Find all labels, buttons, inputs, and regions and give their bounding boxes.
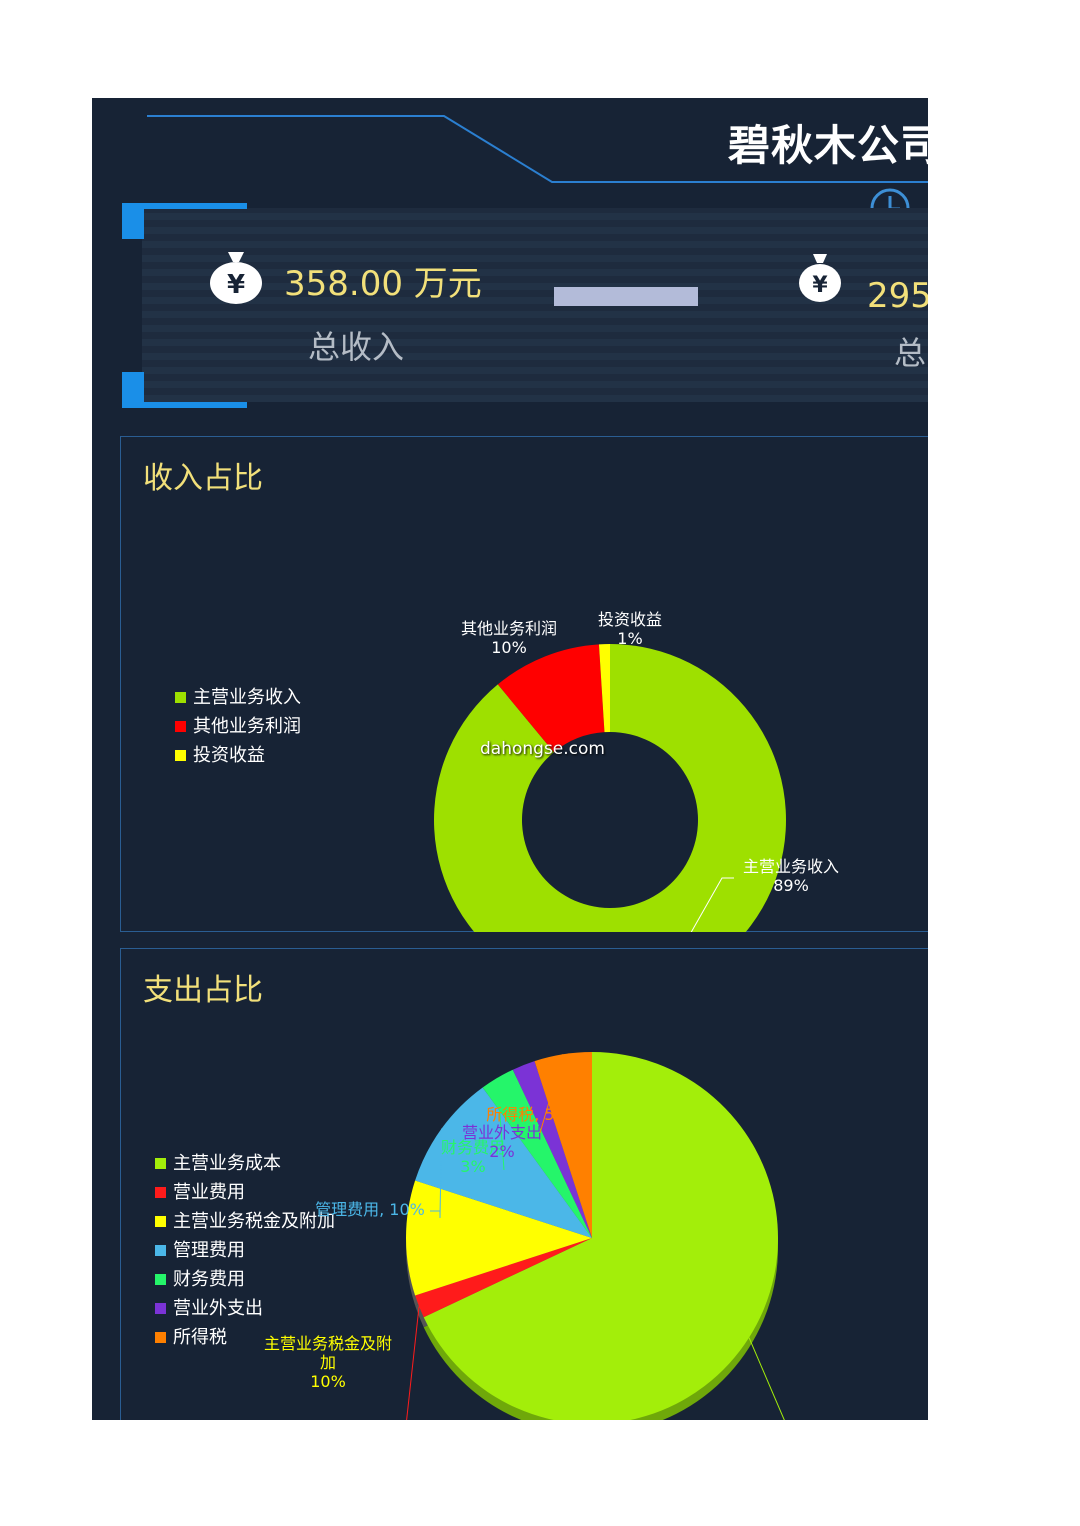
expense-slice-label: 主营业务税金及附 — [264, 1334, 392, 1353]
expense-slice-label: 财务费用 — [441, 1138, 505, 1157]
header-decoration — [147, 115, 928, 183]
legend-label: 投资收益 — [193, 745, 265, 766]
expense-legend-item[interactable]: 营业费用 — [155, 1178, 335, 1207]
income-slice-0[interactable] — [434, 644, 786, 932]
income-legend-item[interactable]: 主营业务收入 — [175, 683, 301, 712]
income-slice-label: 10% — [491, 638, 527, 657]
legend-label: 所得税 — [173, 1327, 227, 1348]
expense-legend: 主营业务成本 营业费用主营业务税金及附加 管理费用财务费用营业外支出所得税 — [155, 1149, 335, 1352]
income-legend-item[interactable]: 其他业务利润 — [175, 712, 301, 741]
legend-swatch — [155, 1158, 166, 1169]
kpi-strip — [142, 208, 928, 402]
legend-label: 主营业务收入 — [193, 687, 301, 708]
separator-bar — [554, 287, 698, 306]
expense-legend-item[interactable]: 财务费用 — [155, 1265, 335, 1294]
expense-label-line — [430, 1128, 443, 1219]
bracket-corner — [122, 402, 247, 408]
kpi-total-income-label: 总收入 — [308, 328, 405, 366]
legend-label: 主营业务税金及附加 — [173, 1211, 335, 1232]
legend-swatch — [155, 1187, 166, 1198]
income-panel: 收入占比 主营业务收入 其他业务利润 投资收益 — [120, 436, 928, 932]
expense-label-line — [406, 1306, 420, 1420]
expense-legend-item[interactable]: 所得税 — [155, 1323, 335, 1352]
money-bag-yuan-icon: ¥ — [799, 254, 841, 302]
legend-swatch — [155, 1332, 166, 1343]
legend-swatch — [155, 1216, 166, 1227]
expense-chart-title: 支出占比 — [143, 973, 263, 1008]
page-title: 碧秋木公司 — [728, 121, 928, 170]
bracket-corner — [122, 203, 247, 209]
kpi-total-expense-value: 295. — [867, 276, 928, 316]
legend-swatch — [155, 1274, 166, 1285]
kpi-total-expense-label: 总 — [894, 334, 927, 372]
expense-slice-0[interactable] — [423, 1052, 778, 1420]
income-slice-label: 投资收益 — [598, 610, 662, 629]
money-bag-yuan-icon: ¥ — [210, 252, 262, 304]
legend-label: 管理费用 — [173, 1240, 245, 1261]
expense-slice-label: 3% — [460, 1157, 485, 1176]
legend-label: 营业费用 — [173, 1182, 245, 1203]
income-legend-item[interactable]: 投资收益 — [175, 741, 301, 770]
expense-slice-1[interactable] — [415, 1238, 592, 1318]
expense-slice-4[interactable] — [482, 1069, 592, 1238]
bracket-corner — [122, 372, 144, 408]
expense-slice-label: 加 — [320, 1353, 336, 1372]
legend-swatch — [175, 721, 186, 732]
income-slice-1[interactable] — [497, 644, 605, 753]
income-slice-label: 主营业务收入 — [743, 857, 839, 876]
expense-legend-item[interactable]: 管理费用 — [155, 1236, 335, 1265]
income-slice-label: 89% — [773, 876, 809, 895]
legend-label: 主营业务成本 — [173, 1153, 281, 1174]
expense-legend-item[interactable]: 主营业务成本 — [155, 1149, 335, 1178]
income-slice-2[interactable] — [598, 644, 610, 733]
expense-legend-item[interactable]: 主营业务税金及附加 — [155, 1207, 335, 1236]
income-slice-label: 其他业务利润 — [461, 619, 557, 638]
legend-swatch — [175, 692, 186, 703]
svg-text:¥: ¥ — [812, 273, 828, 298]
expense-panel: 支出占比 主营业务成本 营业费用 主营业务税金及附加 管理费用 财务费用 营业外支出 所得税 — [120, 948, 928, 1420]
expense-label-line — [496, 1077, 505, 1171]
kpi-total-income-value: 358.00 万元 — [284, 264, 482, 304]
legend-swatch — [155, 1245, 166, 1256]
dashboard: 碧秋木公司 ¥ 358.00 万元 总收入 ¥ 295. 总 收入占比 主营业务… — [92, 98, 928, 1420]
income-label-line — [690, 877, 734, 932]
expense-slice-5[interactable] — [512, 1061, 592, 1238]
legend-swatch — [175, 750, 186, 761]
income-chart-title: 收入占比 — [143, 461, 263, 496]
expense-slice-label: 10% — [310, 1372, 346, 1391]
expense-legend-item[interactable]: 营业外支出 — [155, 1294, 335, 1323]
watermark: dahongse.com — [480, 739, 605, 759]
expense-slice-2[interactable] — [406, 1180, 592, 1296]
expense-slice-label: 营业外支出 — [462, 1123, 542, 1142]
bracket-corner — [122, 203, 144, 239]
expense-slice-label: 管理费用, 10% — [315, 1200, 425, 1219]
income-slice-label: 1% — [617, 629, 642, 648]
expense-label-line — [748, 1337, 785, 1420]
legend-swatch — [155, 1303, 166, 1314]
legend-label: 其他业务利润 — [193, 716, 301, 737]
svg-text:¥: ¥ — [227, 270, 245, 300]
income-legend: 主营业务收入 其他业务利润 投资收益 — [175, 683, 301, 770]
legend-label: 营业外支出 — [173, 1298, 263, 1319]
expense-slice-label: 2% — [489, 1142, 514, 1161]
expense-slice-6[interactable] — [534, 1052, 592, 1238]
legend-label: 财务费用 — [173, 1269, 245, 1290]
expense-label-line — [539, 1054, 564, 1134]
expense-slice-label: 所得税, 5% — [486, 1105, 570, 1124]
